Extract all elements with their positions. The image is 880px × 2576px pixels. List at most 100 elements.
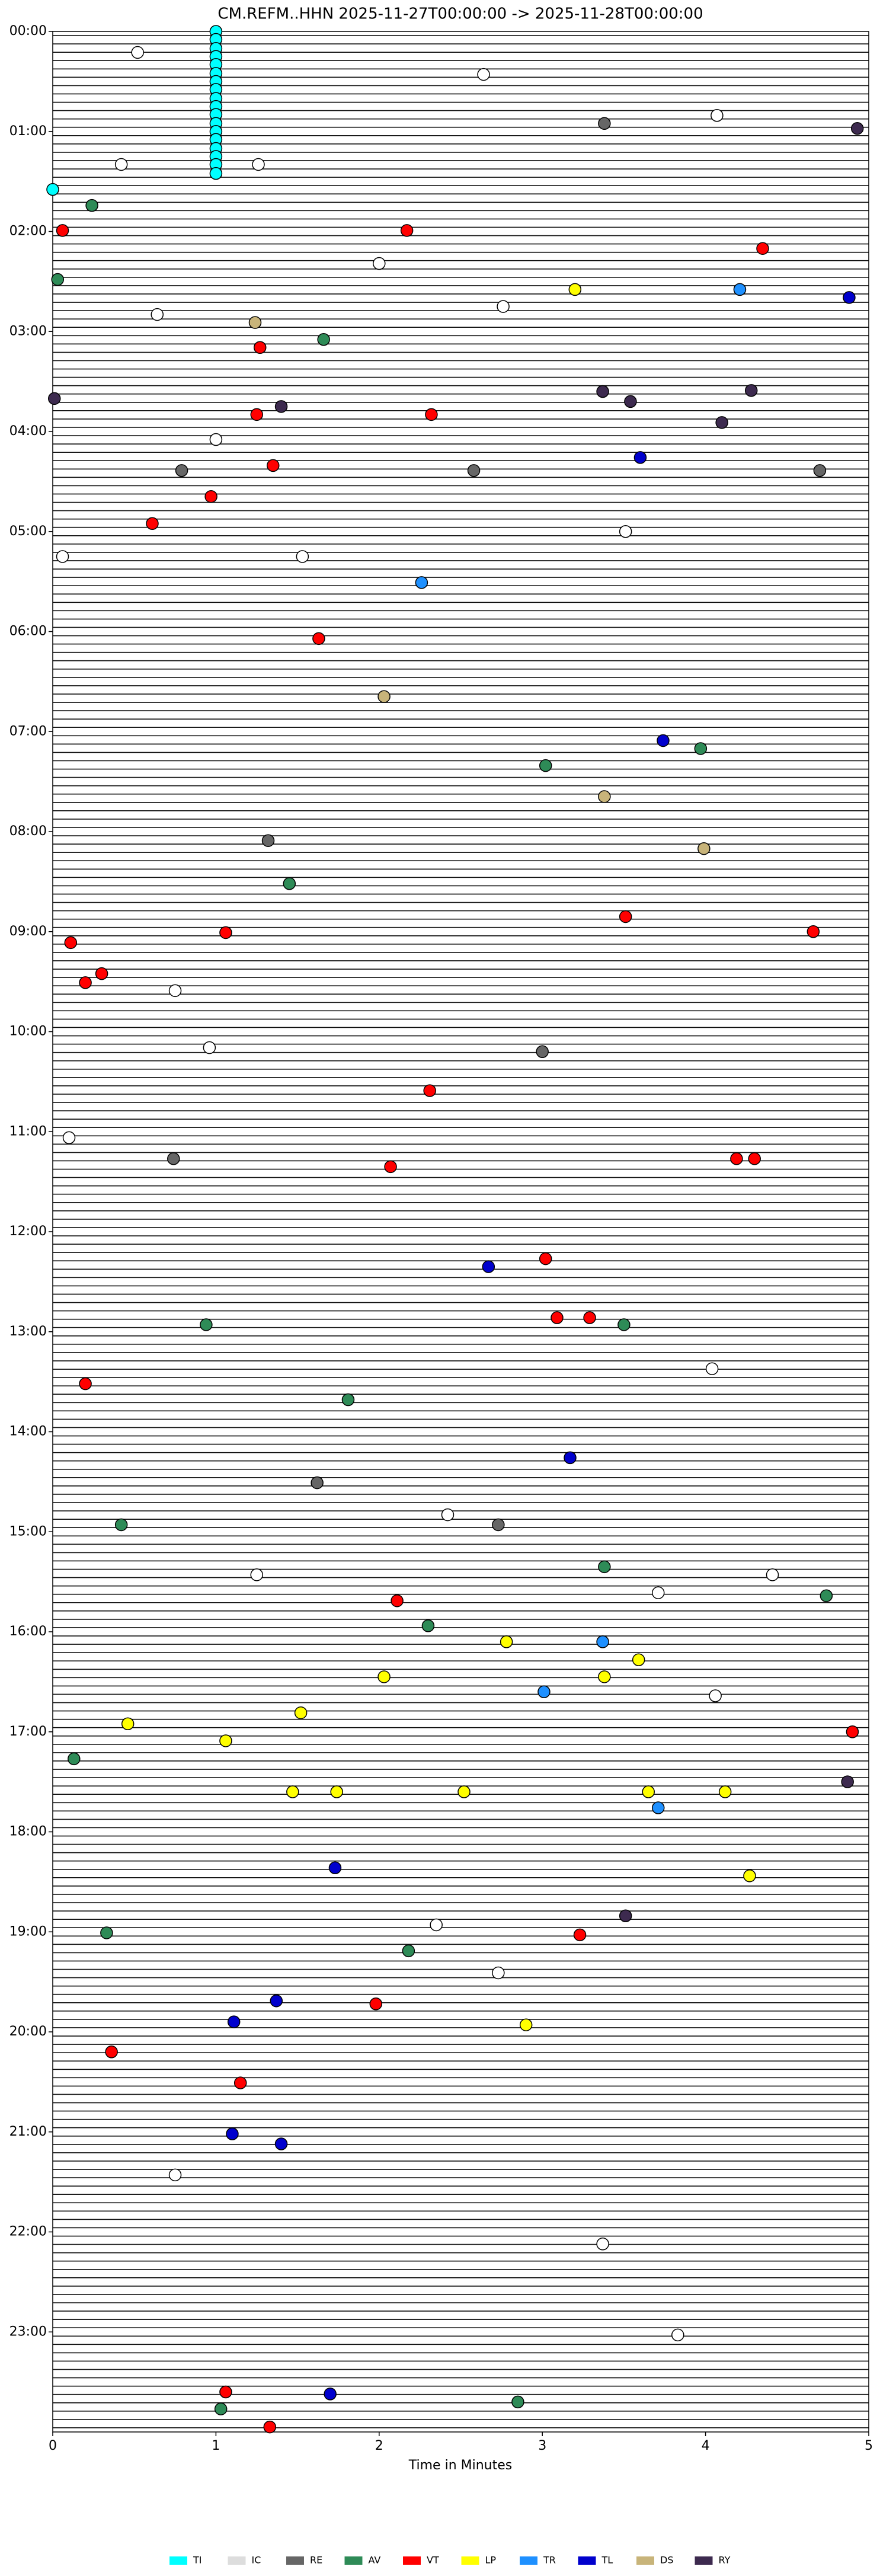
event-marker xyxy=(730,1152,743,1165)
event-marker xyxy=(642,1785,655,1798)
legend-swatch xyxy=(695,2556,713,2565)
legend-label: TL xyxy=(601,2555,613,2566)
legend-label: VT xyxy=(427,2555,439,2566)
y-tick-label: 18:00 xyxy=(9,1824,47,1839)
y-tick-label: 09:00 xyxy=(9,924,47,939)
event-marker xyxy=(500,1635,513,1648)
event-marker xyxy=(807,925,820,938)
event-marker xyxy=(651,1586,665,1599)
event-marker xyxy=(400,224,414,237)
y-tick-label: 15:00 xyxy=(9,1524,47,1539)
legend-swatch xyxy=(344,2556,363,2565)
event-marker xyxy=(214,2402,228,2415)
y-tick-label: 17:00 xyxy=(9,1724,47,1739)
event-marker xyxy=(715,416,728,429)
event-marker xyxy=(711,109,724,122)
event-marker xyxy=(539,759,552,772)
legend-swatch xyxy=(636,2556,654,2565)
event-marker xyxy=(312,632,325,645)
event-marker xyxy=(573,1928,587,1942)
legend-label: TR xyxy=(543,2555,556,2566)
y-tick-label: 12:00 xyxy=(9,1224,47,1239)
event-marker xyxy=(121,1717,135,1730)
event-marker xyxy=(209,167,223,180)
event-marker xyxy=(168,984,182,998)
event-marker xyxy=(377,690,391,703)
event-marker xyxy=(114,158,128,171)
x-tick-label: 1 xyxy=(212,2438,220,2453)
event-marker xyxy=(311,1476,324,1490)
event-marker xyxy=(568,283,582,296)
y-tick-label: 01:00 xyxy=(9,124,47,139)
y-tick-label: 07:00 xyxy=(9,724,47,739)
event-marker xyxy=(467,464,481,477)
event-marker xyxy=(131,46,144,59)
event-marker xyxy=(254,341,267,354)
legend-label: AV xyxy=(369,2555,381,2566)
event-marker xyxy=(632,1653,645,1666)
x-tick-label: 4 xyxy=(702,2438,710,2453)
event-marker xyxy=(219,2385,232,2399)
event-marker xyxy=(100,1926,113,1939)
event-marker xyxy=(252,158,265,171)
event-marker xyxy=(766,1568,779,1581)
event-marker xyxy=(583,1311,596,1324)
event-marker xyxy=(846,1725,859,1738)
event-marker xyxy=(564,1451,577,1465)
event-marker xyxy=(756,242,769,255)
event-marker xyxy=(709,1689,722,1702)
y-tick-label: 13:00 xyxy=(9,1324,47,1339)
event-marker xyxy=(598,1560,611,1574)
event-marker xyxy=(373,257,386,270)
y-tick-label: 20:00 xyxy=(9,2024,47,2039)
event-marker xyxy=(598,790,611,803)
event-marker xyxy=(744,384,758,397)
event-marker xyxy=(596,385,609,398)
event-marker xyxy=(283,877,296,890)
legend-label: LP xyxy=(485,2555,497,2566)
event-marker xyxy=(146,517,159,530)
event-marker xyxy=(377,1670,391,1683)
event-marker xyxy=(743,1869,756,1883)
event-marker xyxy=(51,273,65,286)
y-tick-label: 19:00 xyxy=(9,1924,47,1939)
event-marker xyxy=(274,400,288,413)
legend-label: DS xyxy=(660,2555,673,2566)
y-tick-label: 03:00 xyxy=(9,324,47,338)
event-marker xyxy=(226,2127,239,2140)
y-tick-label: 02:00 xyxy=(9,224,47,239)
event-marker xyxy=(619,1909,632,1922)
event-marker xyxy=(56,224,69,237)
event-marker xyxy=(423,1084,436,1097)
event-marker xyxy=(619,525,632,538)
event-marker xyxy=(492,1966,505,1980)
x-axis-label: Time in Minutes xyxy=(408,2458,513,2473)
event-marker xyxy=(492,1518,505,1532)
event-marker xyxy=(324,2388,337,2401)
y-tick-label: 14:00 xyxy=(9,1424,47,1439)
y-tick-label: 04:00 xyxy=(9,424,47,439)
event-marker xyxy=(79,976,92,989)
event-marker xyxy=(391,1594,404,1607)
event-marker xyxy=(46,183,59,196)
event-marker xyxy=(261,834,275,847)
event-marker xyxy=(421,1619,435,1632)
event-marker xyxy=(511,2395,524,2409)
legend-swatch xyxy=(520,2556,537,2565)
event-marker xyxy=(227,2015,241,2028)
x-tick-label: 2 xyxy=(375,2438,383,2453)
event-marker xyxy=(105,2046,118,2059)
x-tick-label: 5 xyxy=(865,2438,873,2453)
event-marker xyxy=(617,1318,631,1331)
event-marker xyxy=(425,408,438,421)
event-marker xyxy=(219,1734,232,1747)
legend-swatch xyxy=(169,2556,187,2565)
event-marker xyxy=(219,926,232,939)
event-marker xyxy=(850,122,864,135)
y-tick-label: 06:00 xyxy=(9,624,47,639)
event-marker xyxy=(718,1785,732,1798)
event-marker xyxy=(168,2168,182,2182)
event-marker xyxy=(477,68,490,81)
legend-label: RY xyxy=(719,2555,731,2566)
